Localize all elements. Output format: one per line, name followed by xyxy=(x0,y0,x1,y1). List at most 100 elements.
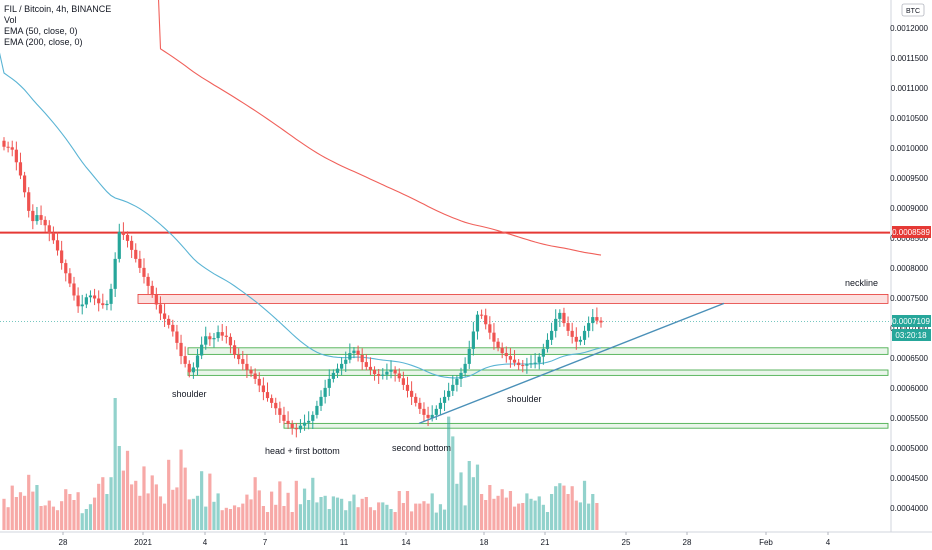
candle-body xyxy=(72,283,76,296)
volume-bar xyxy=(566,494,570,530)
volume-bar xyxy=(191,498,195,530)
zones-layer xyxy=(0,231,890,429)
candle-body xyxy=(521,365,525,367)
candle-body xyxy=(508,356,513,360)
candle-body xyxy=(105,303,109,306)
candle-body xyxy=(545,339,550,349)
left-shoulder-label: shoulder xyxy=(172,389,207,399)
price-axis[interactable]: 0.0012000 0.0011500 0.0011000 0.0010500 0.00… xyxy=(890,24,928,513)
candle-body xyxy=(14,149,18,163)
candle-body xyxy=(344,359,348,364)
candle-body xyxy=(512,359,517,363)
volume-bar xyxy=(327,509,331,530)
candles-layer xyxy=(2,137,603,438)
neckline-zone xyxy=(137,293,889,304)
candle-body xyxy=(101,303,105,306)
candle-body xyxy=(60,250,64,264)
volume-bar xyxy=(298,504,303,530)
volume-bar xyxy=(220,510,224,530)
volume-bar xyxy=(475,464,480,530)
volume-bar xyxy=(22,495,27,530)
candle-body xyxy=(179,342,183,357)
candle-body xyxy=(257,378,261,386)
volume-bar xyxy=(228,509,233,530)
candle-body xyxy=(500,347,504,354)
volume-bar xyxy=(64,489,68,530)
volume-bar xyxy=(142,466,146,530)
ema200-indicator[interactable]: EMA (200, close, 0) xyxy=(4,37,83,47)
volume-bar xyxy=(537,496,541,530)
price-tick-label: 0.0009000 xyxy=(890,204,928,213)
time-tick-label: Feb xyxy=(759,538,773,547)
candle-body xyxy=(537,356,541,363)
candle-body xyxy=(302,422,307,426)
volume-bar xyxy=(554,486,558,530)
time-tick-label: 18 xyxy=(480,538,489,547)
candle-body xyxy=(578,339,583,342)
candle-body xyxy=(274,402,278,409)
candle-body xyxy=(356,350,360,355)
volume-bar xyxy=(517,503,521,530)
candle-body xyxy=(241,359,245,364)
volume-bar xyxy=(146,493,150,530)
candle-body xyxy=(307,420,311,423)
volume-bar xyxy=(331,496,335,530)
candle-body xyxy=(414,396,418,403)
candle-body xyxy=(125,234,130,241)
candle-body xyxy=(80,304,84,307)
volume-bar xyxy=(237,507,241,530)
candle-body xyxy=(282,414,286,421)
candle-body xyxy=(134,249,138,259)
symbol-title[interactable]: FIL / Bitcoin, 4h, BINANCE xyxy=(4,4,112,14)
volume-bar xyxy=(158,496,163,530)
candle-body xyxy=(335,368,340,373)
ema50-indicator[interactable]: EMA (50, close, 0) xyxy=(4,26,78,36)
volume-bar xyxy=(2,498,6,530)
candle-body xyxy=(467,348,471,364)
volume-bar xyxy=(595,503,599,530)
candle-body xyxy=(488,324,492,333)
volume-bar xyxy=(14,497,18,530)
price-tick-label: 0.0005000 xyxy=(890,444,928,453)
price-tick-label: 0.0008000 xyxy=(890,264,928,273)
chart-legend[interactable]: FIL / Bitcoin, 4h, BINANCE Vol EMA (50, … xyxy=(4,4,111,48)
volume-bar xyxy=(549,494,554,530)
candle-body xyxy=(224,335,228,337)
volume-bar xyxy=(121,470,125,530)
candle-body xyxy=(265,392,270,399)
trendline-layer xyxy=(418,302,725,425)
volume-bar xyxy=(241,503,245,530)
volume-bar xyxy=(533,500,537,530)
candle-body xyxy=(130,240,134,250)
volume-bar xyxy=(261,506,265,530)
candle-body xyxy=(195,355,200,368)
volume-bar xyxy=(105,494,109,530)
volume-bar xyxy=(249,499,253,530)
price-tick-label: 0.0011500 xyxy=(891,54,929,63)
volume-bar xyxy=(434,512,438,530)
vol-indicator[interactable]: Vol xyxy=(4,15,17,25)
support-zone xyxy=(187,347,889,355)
candle-body xyxy=(422,408,426,415)
candle-body xyxy=(228,336,233,346)
candle-body xyxy=(175,331,179,343)
candle-body xyxy=(364,362,368,367)
price-tick-label: 0.0007500 xyxy=(890,294,928,303)
candle-body xyxy=(270,398,274,403)
ema200-line xyxy=(158,0,602,256)
price-tick-label: 0.0005500 xyxy=(890,414,928,423)
candle-body xyxy=(245,363,249,370)
volume-bar xyxy=(504,497,508,530)
candle-body xyxy=(401,378,405,385)
candle-body xyxy=(438,402,443,409)
volume-bar xyxy=(27,474,31,530)
time-axis[interactable]: 28 2021 4 7 11 14 18 21 25 28 Feb 4 xyxy=(59,532,831,547)
candle-body xyxy=(331,372,335,379)
candle-body xyxy=(253,373,257,379)
volume-bar xyxy=(426,503,430,530)
candle-body xyxy=(529,363,533,365)
volume-bar xyxy=(545,512,550,530)
price-tick-label: 0.0010000 xyxy=(890,144,928,153)
